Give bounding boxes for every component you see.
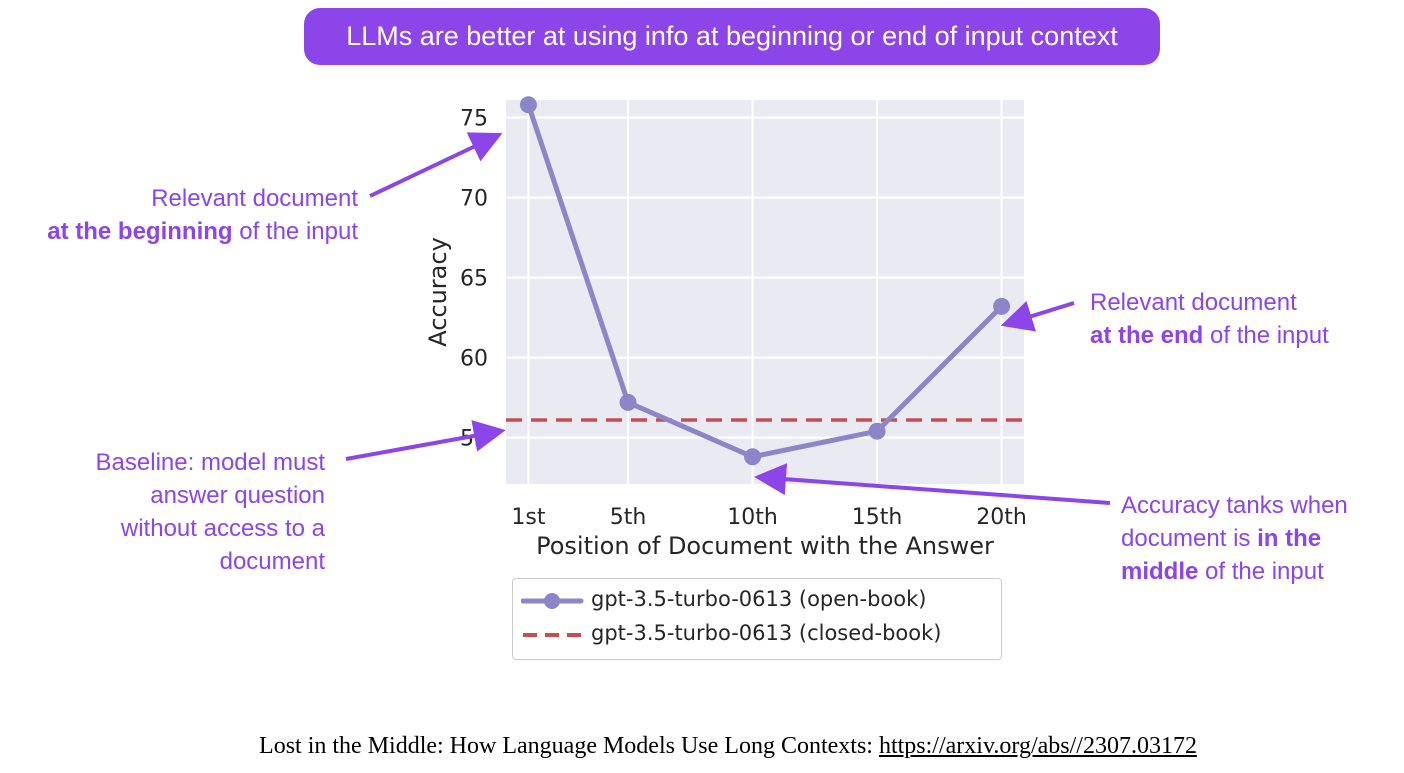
annotation-baseline-line3: without access to a <box>120 515 325 542</box>
annotation-baseline-line1: Baseline: model must <box>95 449 325 476</box>
legend-label-closed-book: gpt-3.5-turbo-0613 (closed-book) <box>591 621 942 645</box>
citation-link[interactable]: https://arxiv.org/abs//2307.03172 <box>878 733 1197 759</box>
arrow-baseline <box>345 420 506 461</box>
citation-text: Lost in the Middle: How Language Models … <box>259 733 879 759</box>
legend-swatch-closed-book <box>523 633 581 637</box>
arrow-end <box>1000 300 1075 332</box>
legend-item-open-book: gpt-3.5-turbo-0613 (open-book) <box>513 585 1001 617</box>
legend-swatch-open-book <box>521 593 584 609</box>
chart-title: LLMs are better at using info at beginni… <box>346 21 1118 51</box>
annotation-middle-line3-rest: of the input <box>1198 558 1324 585</box>
y-tick-label-65: 65 <box>460 267 488 292</box>
annotation-beginning-line1: Relevant document <box>151 185 358 212</box>
annotation-baseline: Baseline: model must answer question wit… <box>20 446 325 578</box>
annotation-beginning-rest: of the input <box>232 218 358 245</box>
legend-item-closed-book: gpt-3.5-turbo-0613 (closed-book) <box>513 619 1001 651</box>
x-tick-label-10th: 10th <box>727 505 778 530</box>
annotation-middle-line2-bold: in the <box>1257 525 1322 552</box>
annotation-beginning-bold: at the beginning <box>47 218 233 245</box>
arrow-middle <box>754 463 1111 505</box>
data-point-open-book-10th <box>744 448 762 466</box>
annotation-middle: Accuracy tanks when document is in the m… <box>1121 489 1348 588</box>
arrow-beginning <box>369 132 503 198</box>
annotation-end-line1: Relevant document <box>1090 289 1297 316</box>
data-point-open-book-5th <box>619 393 637 411</box>
annotation-end-bold: at the end <box>1090 322 1204 349</box>
y-axis-label: Accuracy <box>424 237 452 347</box>
data-point-open-book-1st <box>519 96 537 114</box>
data-point-open-book-15th <box>868 422 886 440</box>
y-tick-label-75: 75 <box>460 107 488 132</box>
chart-legend: gpt-3.5-turbo-0613 (open-book) gpt-3.5-t… <box>512 578 1002 660</box>
annotation-middle-line3-bold: middle <box>1121 558 1199 585</box>
annotation-end-rest: of the input <box>1203 322 1329 349</box>
x-tick-label-1st: 1st <box>511 505 545 530</box>
plot-area <box>506 100 1024 484</box>
annotation-end: Relevant document at the end of the inpu… <box>1090 286 1329 352</box>
annotation-middle-line2-pre: document is <box>1121 525 1258 552</box>
data-point-open-book-20th <box>993 297 1011 315</box>
annotation-baseline-line4: document <box>219 548 325 575</box>
y-tick-label-60: 60 <box>460 347 488 372</box>
x-tick-label-20th: 20th <box>976 505 1027 530</box>
x-tick-label-15th: 15th <box>852 505 903 530</box>
annotation-beginning: Relevant document at the beginning of th… <box>40 182 358 248</box>
citation-footer: Lost in the Middle: How Language Models … <box>0 733 1404 760</box>
x-tick-label-5th: 5th <box>610 505 647 530</box>
title-banner: LLMs are better at using info at beginni… <box>304 8 1160 65</box>
legend-label-open-book: gpt-3.5-turbo-0613 (open-book) <box>591 587 927 611</box>
annotation-middle-line1: Accuracy tanks when <box>1121 492 1348 519</box>
annotation-baseline-line2: answer question <box>150 482 325 509</box>
y-tick-label-70: 70 <box>460 187 488 212</box>
x-axis-label: Position of Document with the Answer <box>536 532 994 560</box>
